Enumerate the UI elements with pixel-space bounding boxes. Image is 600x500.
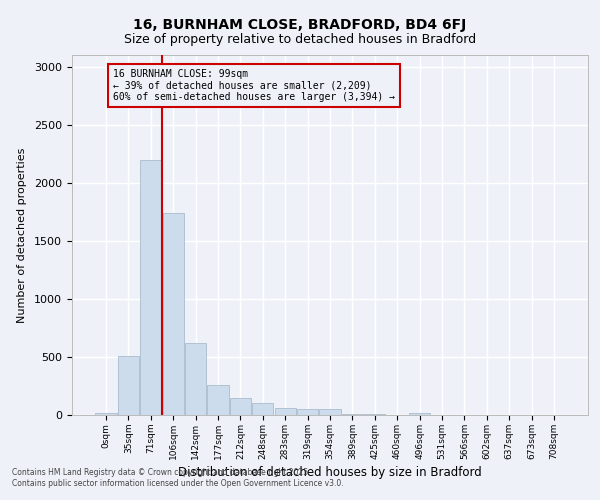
Bar bbox=[163, 213, 184, 415]
Bar bbox=[208, 385, 229, 415]
X-axis label: Distribution of detached houses by size in Bradford: Distribution of detached houses by size … bbox=[178, 466, 482, 479]
Bar bbox=[118, 356, 139, 415]
Bar bbox=[297, 409, 318, 415]
Y-axis label: Number of detached properties: Number of detached properties bbox=[17, 148, 27, 322]
Text: 16, BURNHAM CLOSE, BRADFORD, BD4 6FJ: 16, BURNHAM CLOSE, BRADFORD, BD4 6FJ bbox=[133, 18, 467, 32]
Bar bbox=[185, 343, 206, 415]
Bar bbox=[95, 412, 117, 415]
Text: 16 BURNHAM CLOSE: 99sqm
← 39% of detached houses are smaller (2,209)
60% of semi: 16 BURNHAM CLOSE: 99sqm ← 39% of detache… bbox=[113, 69, 395, 102]
Bar bbox=[252, 404, 274, 415]
Bar bbox=[275, 408, 296, 415]
Bar bbox=[319, 409, 341, 415]
Bar bbox=[140, 160, 161, 415]
Bar bbox=[409, 412, 430, 415]
Bar bbox=[364, 414, 385, 415]
Text: Contains HM Land Registry data © Crown copyright and database right 2025.
Contai: Contains HM Land Registry data © Crown c… bbox=[12, 468, 344, 487]
Text: Size of property relative to detached houses in Bradford: Size of property relative to detached ho… bbox=[124, 32, 476, 46]
Bar bbox=[230, 398, 251, 415]
Bar bbox=[342, 414, 363, 415]
